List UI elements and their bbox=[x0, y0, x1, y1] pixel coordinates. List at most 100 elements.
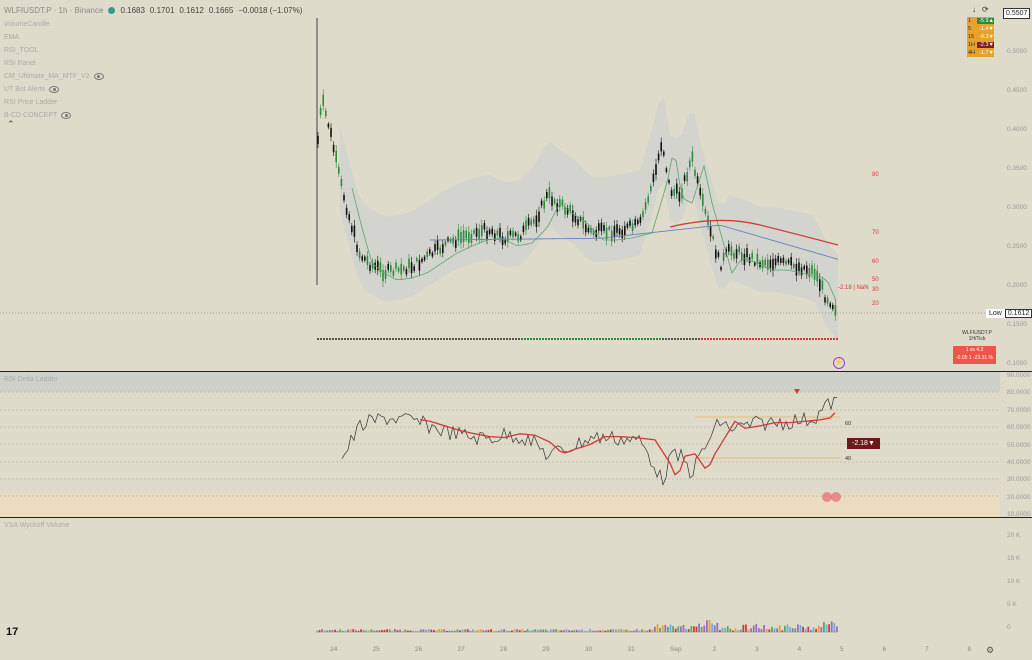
candle-body bbox=[824, 297, 826, 303]
signal-dot bbox=[329, 338, 331, 340]
volume-bar bbox=[664, 624, 667, 632]
candle-body bbox=[327, 123, 330, 128]
symbol-label[interactable]: WLFIUSDT.P · 1h · Binance bbox=[4, 6, 104, 15]
price-chart[interactable] bbox=[0, 0, 1032, 370]
main-chart-pane[interactable]: WLFIUSDT.P · 1h · Binance 0.1683 0.1701 … bbox=[0, 0, 1032, 370]
indicator-item[interactable]: CM_Ultimate_MA_MTF_V2 bbox=[4, 70, 104, 83]
signal-dot bbox=[458, 338, 460, 340]
volume-bar bbox=[776, 628, 778, 632]
signal-dot bbox=[782, 338, 784, 340]
eye-icon[interactable] bbox=[93, 73, 104, 80]
signal-dot bbox=[788, 338, 790, 340]
candle-body bbox=[379, 262, 382, 273]
signal-dot bbox=[320, 338, 322, 340]
candle-body bbox=[673, 188, 675, 196]
timeframe-label: 4H bbox=[968, 50, 976, 56]
info-symbol: WLFIUSDT.P bbox=[962, 330, 992, 336]
signal-dot bbox=[356, 338, 358, 340]
volume-bar bbox=[833, 622, 836, 632]
volume-bar bbox=[365, 630, 368, 632]
candle-body bbox=[540, 200, 543, 206]
volume-bar bbox=[459, 630, 461, 632]
vsa-volume-pane[interactable]: VSA Wyckoff Volume 20 K 15 K 10 K 5 K 0 bbox=[0, 517, 1032, 646]
rsi-axis-label: 90.0000 bbox=[1007, 372, 1031, 379]
candle-body bbox=[455, 240, 457, 248]
volume-bar bbox=[791, 628, 794, 632]
signal-dot bbox=[563, 338, 565, 340]
low-value-tag: 0.1612 bbox=[1004, 309, 1032, 318]
signal-dot bbox=[527, 338, 529, 340]
sell-signal-icon bbox=[794, 389, 800, 394]
signal-dot bbox=[719, 338, 721, 340]
indicator-item[interactable]: UT Bot Alerts bbox=[4, 83, 104, 96]
candle-body bbox=[566, 207, 569, 215]
indicator-item[interactable]: EMA bbox=[4, 31, 104, 44]
refresh-icon[interactable]: ⟳ bbox=[982, 5, 989, 14]
candle-body bbox=[741, 252, 743, 261]
volume-bar bbox=[544, 629, 547, 632]
candle-body bbox=[738, 246, 740, 253]
signal-dot bbox=[791, 338, 793, 340]
signal-dot bbox=[731, 338, 733, 340]
indicator-item[interactable]: RSI_TOOL bbox=[4, 44, 104, 57]
rsi-delta-ladder-pane[interactable]: RSI Delta Ladder 90.0000 80.0000 70.0000 60… bbox=[0, 371, 1032, 518]
signal-dot bbox=[818, 338, 820, 340]
volume-bar bbox=[781, 630, 784, 632]
signal-dot bbox=[392, 338, 394, 340]
signal-dot bbox=[410, 338, 412, 340]
settings-gear-icon[interactable]: ⚙ bbox=[986, 645, 995, 655]
volume-bar bbox=[672, 626, 674, 632]
volume-bar bbox=[750, 628, 752, 632]
volume-bar bbox=[836, 626, 838, 632]
candle-body bbox=[522, 225, 525, 233]
volume-bar bbox=[789, 627, 791, 632]
download-icon[interactable]: ↓ bbox=[972, 5, 976, 14]
low-price-tag: Low 0.1612 bbox=[986, 309, 1032, 318]
indicator-item[interactable]: RSI Price Ladder bbox=[4, 96, 104, 109]
time-axis[interactable]: 24 25 26 27 28 29 30 31 Sep 2 3 4 5 6 7 8 bbox=[0, 646, 1000, 660]
candle-body bbox=[486, 230, 488, 240]
volume-bar bbox=[654, 626, 656, 632]
low-label: Low bbox=[986, 309, 1005, 318]
collapse-indicators-icon[interactable]: ⌃ bbox=[7, 119, 15, 129]
indicator-item[interactable]: B-CD CONCEPT bbox=[4, 109, 104, 122]
signal-dot bbox=[797, 338, 799, 340]
candle-body bbox=[806, 265, 808, 275]
volume-bar bbox=[555, 629, 557, 632]
indicator-label: RSI_TOOL bbox=[4, 47, 39, 54]
signal-dot bbox=[353, 338, 355, 340]
candle-body bbox=[460, 232, 462, 244]
lightning-icon[interactable]: ⚡ bbox=[833, 357, 845, 369]
info-tf: 1H/Tick bbox=[968, 336, 986, 342]
time-axis-label: 7 bbox=[925, 646, 929, 653]
signal-dot bbox=[623, 338, 625, 340]
volume-bar bbox=[438, 629, 440, 632]
rsi-chart[interactable] bbox=[0, 372, 1032, 517]
signal-dot bbox=[383, 338, 385, 340]
signal-dot bbox=[764, 338, 766, 340]
rsi-ladder-mark: 80 bbox=[872, 172, 879, 178]
rsi-axis-label: 60.0000 bbox=[1007, 424, 1031, 432]
signal-dot bbox=[737, 338, 739, 340]
volume-chart[interactable] bbox=[0, 518, 1032, 646]
indicator-item[interactable]: RSI Panel bbox=[4, 57, 104, 70]
indicator-item[interactable]: VolumeCandle bbox=[4, 18, 104, 31]
candle-body bbox=[699, 187, 701, 196]
signal-dot bbox=[464, 338, 466, 340]
volume-bar bbox=[373, 630, 375, 632]
candle-body bbox=[431, 252, 434, 257]
signal-dot bbox=[479, 338, 481, 340]
candle-body bbox=[785, 260, 787, 265]
candle-body bbox=[780, 258, 782, 263]
eye-icon[interactable] bbox=[49, 86, 60, 93]
candle-body bbox=[514, 232, 517, 236]
volume-bar bbox=[804, 628, 807, 632]
candle-body bbox=[470, 233, 473, 243]
candle-body bbox=[397, 267, 400, 272]
volume-bar bbox=[620, 629, 622, 632]
eye-icon[interactable] bbox=[61, 112, 72, 119]
candle-body bbox=[754, 262, 756, 266]
candle-body bbox=[613, 225, 616, 238]
signal-dot bbox=[626, 338, 628, 340]
candle-body bbox=[564, 206, 566, 215]
